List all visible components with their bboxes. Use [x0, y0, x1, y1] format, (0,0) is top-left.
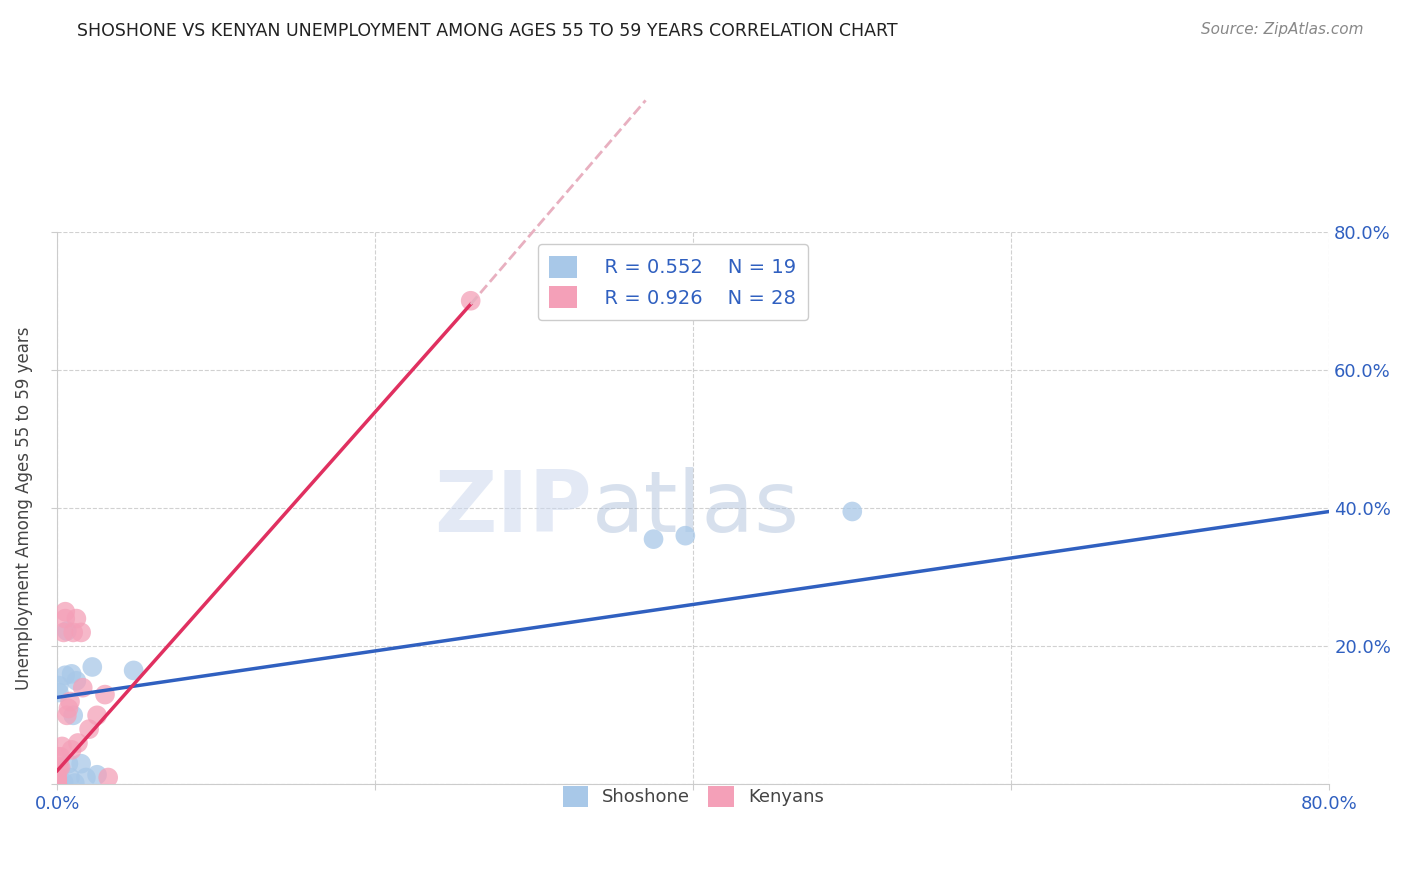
Point: [65, 673, 87, 688]
Point: [77, 722, 100, 736]
Point: [97, 771, 120, 785]
Point: [49, 760, 72, 774]
Point: [46, 777, 69, 791]
Point: [49, 749, 72, 764]
Point: [53, 611, 76, 625]
Point: [53, 605, 76, 619]
Point: [673, 529, 696, 543]
Point: [46, 777, 69, 791]
Point: [82, 660, 104, 674]
Point: [46, 774, 69, 789]
Point: [59, 694, 82, 708]
Point: [56, 624, 79, 638]
Point: [70, 756, 93, 771]
Point: [72, 681, 94, 695]
Point: [53, 668, 76, 682]
Point: [62, 625, 84, 640]
Point: [62, 708, 84, 723]
Point: [46, 772, 69, 786]
Point: [46, 769, 69, 783]
Legend: Shoshone, Kenyans: Shoshone, Kenyans: [555, 779, 831, 814]
Point: [65, 611, 87, 625]
Point: [66, 736, 89, 750]
Text: SHOSHONE VS KENYAN UNEMPLOYMENT AMONG AGES 55 TO 59 YEARS CORRELATION CHART: SHOSHONE VS KENYAN UNEMPLOYMENT AMONG AG…: [77, 22, 898, 40]
Point: [841, 504, 863, 518]
Point: [460, 293, 482, 308]
Point: [86, 708, 108, 723]
Point: [94, 688, 117, 702]
Point: [51, 739, 73, 754]
Point: [48, 679, 70, 693]
Point: [52, 775, 75, 789]
Point: [63, 776, 86, 790]
Point: [48, 685, 70, 699]
Point: [75, 771, 97, 785]
Point: [48, 760, 70, 774]
Point: [58, 756, 80, 771]
Point: [643, 532, 665, 546]
Text: Source: ZipAtlas.com: Source: ZipAtlas.com: [1201, 22, 1364, 37]
Text: atlas: atlas: [592, 467, 800, 549]
Point: [48, 749, 70, 764]
Point: [70, 625, 93, 640]
Point: [59, 771, 82, 785]
Point: [60, 743, 83, 757]
Text: ZIP: ZIP: [434, 467, 592, 549]
Point: [86, 768, 108, 782]
Point: [58, 701, 80, 715]
Y-axis label: Unemployment Among Ages 55 to 59 years: Unemployment Among Ages 55 to 59 years: [15, 326, 32, 690]
Point: [52, 625, 75, 640]
Point: [122, 664, 145, 678]
Point: [60, 666, 83, 681]
Point: [56, 708, 79, 723]
Point: [46, 777, 69, 791]
